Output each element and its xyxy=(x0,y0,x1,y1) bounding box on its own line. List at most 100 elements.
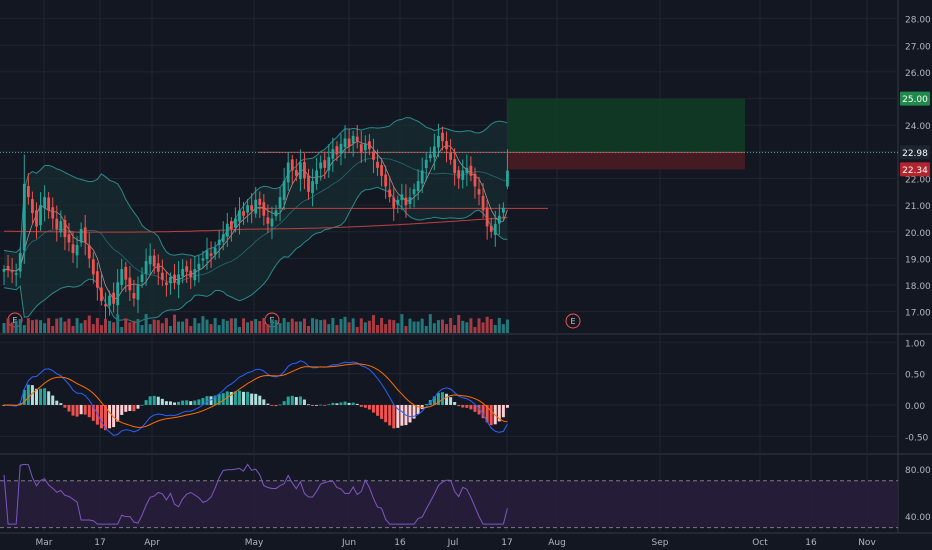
candle-body[interactable] xyxy=(116,282,120,306)
candle-body[interactable] xyxy=(35,210,38,227)
candle-body[interactable] xyxy=(359,144,363,152)
candle-body[interactable] xyxy=(246,205,249,213)
candle-body[interactable] xyxy=(307,175,310,192)
candle-body[interactable] xyxy=(26,186,30,198)
candle-body[interactable] xyxy=(181,269,185,277)
macd-panel[interactable] xyxy=(2,360,509,437)
candle-body[interactable] xyxy=(213,247,217,255)
candle-body[interactable] xyxy=(156,263,160,272)
candle-body[interactable] xyxy=(465,167,469,174)
candle-body[interactable] xyxy=(319,162,323,169)
candle-body[interactable] xyxy=(481,195,485,211)
candle-body[interactable] xyxy=(416,181,420,191)
candle-body[interactable] xyxy=(282,181,286,200)
candle-body[interactable] xyxy=(83,227,87,243)
candle-body[interactable] xyxy=(424,159,428,169)
candle-body[interactable] xyxy=(229,221,233,230)
candle-body[interactable] xyxy=(412,189,416,195)
candle-body[interactable] xyxy=(335,146,339,155)
candle-body[interactable] xyxy=(39,205,42,226)
candle-body[interactable] xyxy=(286,162,290,183)
candle-body[interactable] xyxy=(400,194,404,201)
candle-body[interactable] xyxy=(209,253,213,256)
candle-body[interactable] xyxy=(55,218,59,230)
candle-body[interactable] xyxy=(404,197,408,206)
candle-body[interactable] xyxy=(363,143,367,151)
candle-body[interactable] xyxy=(144,261,148,274)
candle-body[interactable] xyxy=(18,253,22,272)
candle-body[interactable] xyxy=(217,239,221,246)
candle-body[interactable] xyxy=(274,210,278,217)
candle-body[interactable] xyxy=(270,218,274,227)
candle-body[interactable] xyxy=(75,245,79,256)
candle-body[interactable] xyxy=(469,165,473,176)
candle-body[interactable] xyxy=(128,277,132,291)
candle-body[interactable] xyxy=(67,234,71,243)
candle-body[interactable] xyxy=(384,174,388,187)
candle-body[interactable] xyxy=(493,223,497,235)
candle-body[interactable] xyxy=(104,304,107,307)
candle-body[interactable] xyxy=(347,138,351,147)
candle-body[interactable] xyxy=(432,146,436,158)
candle-body[interactable] xyxy=(457,170,461,179)
candle-body[interactable] xyxy=(420,170,424,184)
candle-body[interactable] xyxy=(441,132,444,142)
candle-body[interactable] xyxy=(79,229,83,243)
candle-body[interactable] xyxy=(193,269,197,281)
candle-body[interactable] xyxy=(43,197,46,209)
candle-body[interactable] xyxy=(461,170,465,180)
earnings-marker[interactable] xyxy=(565,313,581,329)
candle-body[interactable] xyxy=(124,266,128,280)
candle-body[interactable] xyxy=(372,151,375,160)
candle-body[interactable] xyxy=(14,273,18,275)
candle-body[interactable] xyxy=(294,170,298,176)
candle-body[interactable] xyxy=(132,293,136,299)
candle-body[interactable] xyxy=(47,197,51,211)
candle-body[interactable] xyxy=(136,285,140,300)
candle-body[interactable] xyxy=(323,160,327,168)
candle-body[interactable] xyxy=(355,136,359,142)
candle-body[interactable] xyxy=(59,221,63,233)
candle-body[interactable] xyxy=(485,207,489,227)
candle-body[interactable] xyxy=(428,154,432,159)
candle-body[interactable] xyxy=(311,181,314,194)
candle-body[interactable] xyxy=(437,135,440,148)
candle-body[interactable] xyxy=(63,219,67,238)
candle-body[interactable] xyxy=(225,223,229,237)
candle-body[interactable] xyxy=(343,138,347,148)
candle-body[interactable] xyxy=(477,189,481,195)
candle-body[interactable] xyxy=(95,271,99,288)
candle-body[interactable] xyxy=(221,234,225,242)
candle-body[interactable] xyxy=(331,149,335,159)
candle-body[interactable] xyxy=(148,255,152,265)
candle-body[interactable] xyxy=(177,274,180,285)
candle-body[interactable] xyxy=(108,295,111,306)
candle-body[interactable] xyxy=(234,218,237,228)
candle-body[interactable] xyxy=(339,143,343,154)
candle-body[interactable] xyxy=(169,277,172,284)
candle-body[interactable] xyxy=(497,215,501,224)
candle-body[interactable] xyxy=(258,198,262,206)
candle-body[interactable] xyxy=(368,141,371,150)
candle-body[interactable] xyxy=(91,259,95,275)
candle-body[interactable] xyxy=(250,205,254,211)
candle-body[interactable] xyxy=(2,269,6,272)
candle-body[interactable] xyxy=(473,173,477,187)
candle-body[interactable] xyxy=(351,135,355,144)
candle-body[interactable] xyxy=(22,183,26,251)
candle-body[interactable] xyxy=(388,189,392,198)
candle-body[interactable] xyxy=(266,217,270,224)
candle-body[interactable] xyxy=(449,152,452,160)
candle-body[interactable] xyxy=(380,165,383,176)
candle-body[interactable] xyxy=(140,274,144,283)
candle-body[interactable] xyxy=(173,274,176,283)
candle-body[interactable] xyxy=(445,141,448,150)
candle-body[interactable] xyxy=(298,162,302,180)
candle-body[interactable] xyxy=(501,207,505,213)
candle-body[interactable] xyxy=(189,270,193,278)
candle-body[interactable] xyxy=(262,202,266,216)
candle-body[interactable] xyxy=(185,266,189,272)
candle-body[interactable] xyxy=(290,159,294,171)
candle-body[interactable] xyxy=(327,157,331,171)
